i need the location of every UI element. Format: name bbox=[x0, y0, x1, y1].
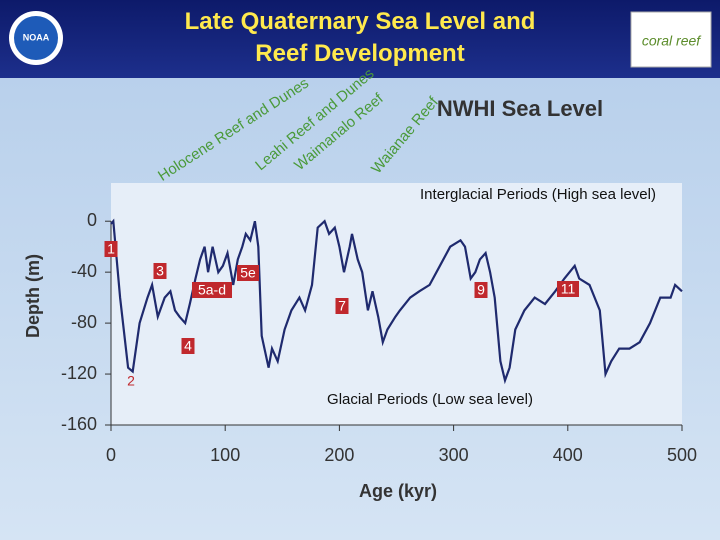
stage-box bbox=[474, 282, 488, 298]
noaa-logo-inner bbox=[14, 16, 58, 60]
sea-level-line bbox=[110, 218, 683, 385]
stage-label: 11 bbox=[561, 281, 576, 297]
y-tick-label: -160 bbox=[61, 414, 97, 434]
banner bbox=[0, 0, 720, 78]
stage-label: 9 bbox=[477, 282, 485, 298]
stage-box bbox=[153, 263, 167, 279]
slide-title: Late Quaternary Sea Level and Reef Devel… bbox=[184, 8, 536, 67]
x-tick-label: 400 bbox=[553, 445, 583, 465]
stage-label: 3 bbox=[156, 263, 164, 279]
plot-area bbox=[111, 183, 682, 425]
stage-box bbox=[104, 241, 118, 257]
x-tick-label: 500 bbox=[667, 445, 697, 465]
coral-logo-text: coral reef bbox=[642, 33, 702, 49]
stage-label: 1 bbox=[107, 241, 115, 257]
stage-label: 2 bbox=[127, 373, 135, 389]
chart-title: NWHI Sea Level bbox=[437, 96, 603, 121]
y-tick-label: -40 bbox=[71, 261, 97, 281]
stage-box bbox=[557, 281, 579, 297]
y-tick-label: -120 bbox=[61, 363, 97, 383]
coral-logo bbox=[630, 11, 712, 68]
annotation: Interglacial Periods (High sea level) bbox=[420, 186, 656, 203]
annotation: Glacial Periods (Low sea level) bbox=[327, 391, 533, 408]
stage-box bbox=[237, 265, 259, 281]
y-tick-label: -80 bbox=[71, 312, 97, 332]
stage-label: 7 bbox=[338, 298, 346, 314]
stage-box bbox=[181, 338, 195, 354]
x-tick-label: 100 bbox=[210, 445, 240, 465]
y-axis-label: Depth (m) bbox=[23, 254, 43, 338]
x-axis-label: Age (kyr) bbox=[359, 481, 437, 501]
stage-label: 5e bbox=[240, 265, 256, 281]
x-tick-label: 0 bbox=[106, 445, 116, 465]
x-tick-label: 300 bbox=[439, 445, 469, 465]
noaa-logo-text: NOAA bbox=[23, 32, 50, 42]
x-tick-label: 200 bbox=[324, 445, 354, 465]
stage-label: 4 bbox=[184, 338, 192, 354]
stage-box bbox=[192, 282, 232, 298]
y-tick-label: 0 bbox=[87, 210, 97, 230]
stage-box bbox=[335, 298, 349, 314]
stage-label: 5a-d bbox=[198, 282, 226, 298]
